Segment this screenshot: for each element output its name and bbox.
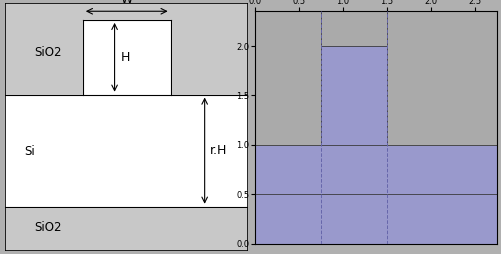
Bar xyxy=(5,95,248,207)
Bar xyxy=(320,46,386,145)
Bar xyxy=(386,11,496,145)
Bar xyxy=(255,11,320,145)
Text: Si: Si xyxy=(25,145,35,158)
Bar xyxy=(83,20,170,95)
Text: SiO2: SiO2 xyxy=(34,221,62,234)
Bar xyxy=(255,145,496,194)
Text: r.H: r.H xyxy=(209,144,226,157)
Text: W: W xyxy=(120,0,133,6)
Text: SiO2: SiO2 xyxy=(34,46,62,59)
Text: H: H xyxy=(120,51,130,64)
Bar xyxy=(255,194,496,244)
Bar xyxy=(320,11,386,46)
